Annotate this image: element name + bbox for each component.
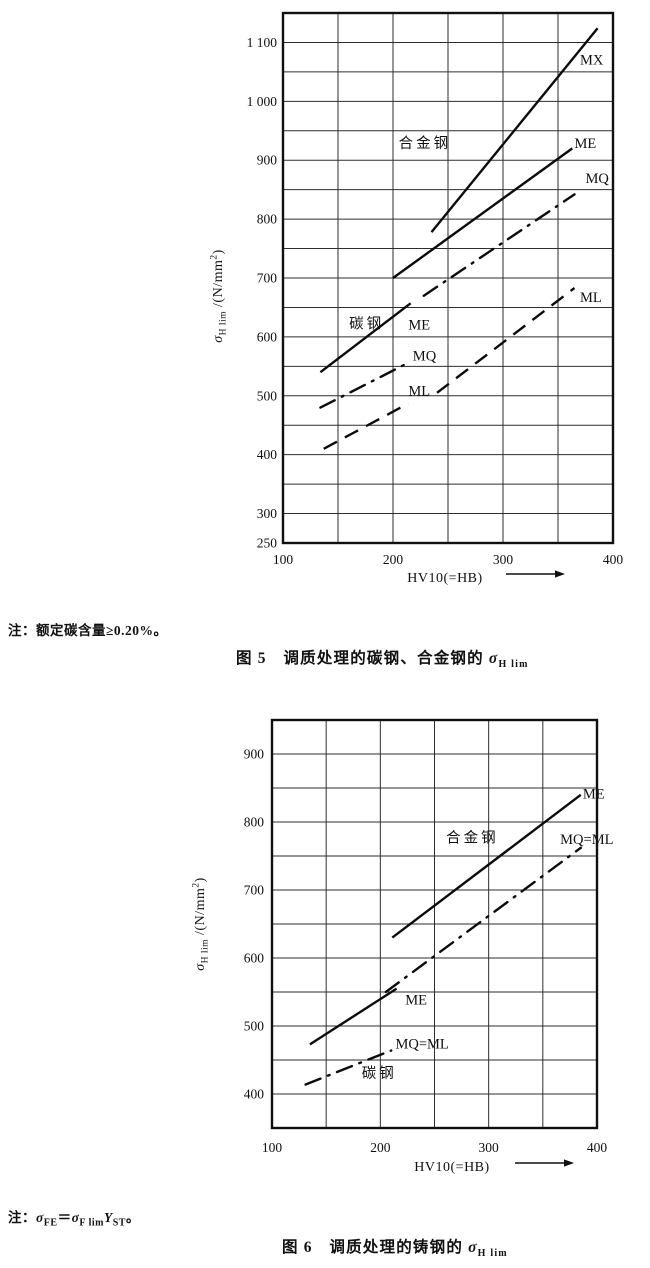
- x-tick-label: 400: [587, 1140, 608, 1155]
- fig6-caption: 图 6 调质处理的铸钢的 σH lim: [282, 1239, 508, 1260]
- line-label-ME: ME: [575, 136, 597, 152]
- line-label-MQ: MQ: [586, 171, 610, 187]
- line-label-ME: ME: [405, 992, 427, 1008]
- fig6-note: 注：σFE＝σF limYST。: [8, 1210, 140, 1229]
- y-tick-label: 1 100: [247, 35, 278, 50]
- y-tick-label: 1 000: [247, 94, 278, 109]
- line-label-ML: ML: [408, 383, 430, 399]
- series-合金钢-MQ=ML: [384, 846, 582, 994]
- series-合金钢-ME: [392, 147, 574, 279]
- x-tick-label: 300: [493, 552, 514, 567]
- y-tick-label: 700: [244, 883, 265, 898]
- x-tick-label: 200: [383, 552, 404, 567]
- y-tick-label: 700: [257, 271, 278, 286]
- series-合金钢-MX: [430, 27, 599, 233]
- line-label-ME: ME: [408, 318, 430, 334]
- y-tick-label: 500: [257, 388, 278, 403]
- fig5-note: 注：额定碳含量≥0.20%。: [8, 623, 168, 638]
- line-label-MQ=ML: MQ=ML: [560, 832, 613, 848]
- y-tick-label: 600: [257, 329, 278, 344]
- line-label-MX: MX: [580, 53, 604, 69]
- y-tick-label: 400: [244, 1087, 265, 1102]
- fig5-caption: 图 5 调质处理的碳钢、合金钢的 σH lim: [236, 650, 529, 671]
- line-label-MQ=ML: MQ=ML: [396, 1037, 449, 1053]
- y-tick-label: 900: [244, 747, 265, 762]
- x-tick-label: 200: [370, 1140, 391, 1155]
- y-tick-label: 300: [257, 506, 278, 521]
- y-tick-label: 800: [244, 815, 265, 830]
- y-tick-label: 900: [257, 153, 278, 168]
- y-axis-title: σH lim /(N/mm2): [192, 877, 211, 971]
- line-label-碳钢: 碳钢: [362, 1065, 397, 1082]
- y-tick-label: 400: [257, 447, 278, 462]
- x-axis-arrowhead: [555, 570, 565, 578]
- y-axis-title: σH lim /(N/mm2): [210, 249, 229, 343]
- y-tick-label: 800: [257, 212, 278, 227]
- series-碳钢-ME: [319, 302, 412, 374]
- x-tick-label: 100: [273, 552, 294, 567]
- line-label-MQ: MQ: [413, 349, 437, 365]
- x-tick-label: 400: [603, 552, 624, 567]
- series-碳钢-MQ: [319, 360, 412, 409]
- plot-frame: [281, 11, 615, 545]
- x-tick-label: 100: [262, 1140, 283, 1155]
- y-tick-label: 600: [244, 951, 265, 966]
- y-tick-label: 500: [244, 1019, 265, 1034]
- x-axis-title: HV10(=HB): [414, 1160, 489, 1175]
- plot-frame: [270, 718, 599, 1130]
- x-axis-arrowhead: [564, 1159, 574, 1167]
- y-tick-label: 250: [257, 536, 278, 551]
- line-label-合金钢: 合金钢: [446, 830, 499, 847]
- line-label-合金钢: 合金钢: [399, 135, 452, 152]
- x-axis-title: HV10(=HB): [407, 571, 482, 586]
- series-合金钢-ML: [436, 287, 576, 394]
- x-tick-label: 300: [479, 1140, 500, 1155]
- series-合金钢-MQ: [422, 193, 576, 297]
- series-碳钢-MQ=ML: [304, 1049, 393, 1086]
- line-label-ML: ML: [580, 290, 602, 306]
- line-label-碳钢: 碳钢: [349, 315, 384, 332]
- series-碳钢-ML: [323, 402, 409, 450]
- series-合金钢-ME: [391, 793, 582, 939]
- series-碳钢-ME: [309, 987, 398, 1046]
- line-label-ME: ME: [583, 786, 605, 802]
